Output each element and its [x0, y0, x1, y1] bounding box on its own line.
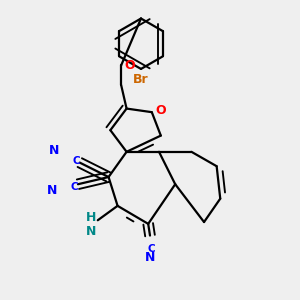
Text: N: N — [48, 144, 59, 157]
Text: C: C — [73, 156, 80, 166]
Text: O: O — [155, 104, 166, 117]
Text: N: N — [86, 225, 96, 238]
Text: N: N — [46, 184, 57, 197]
Text: H: H — [86, 211, 96, 224]
Text: Br: Br — [133, 73, 149, 86]
Text: N: N — [145, 251, 155, 264]
Text: O: O — [124, 59, 135, 72]
Text: C: C — [148, 244, 155, 254]
Text: C: C — [71, 182, 79, 192]
